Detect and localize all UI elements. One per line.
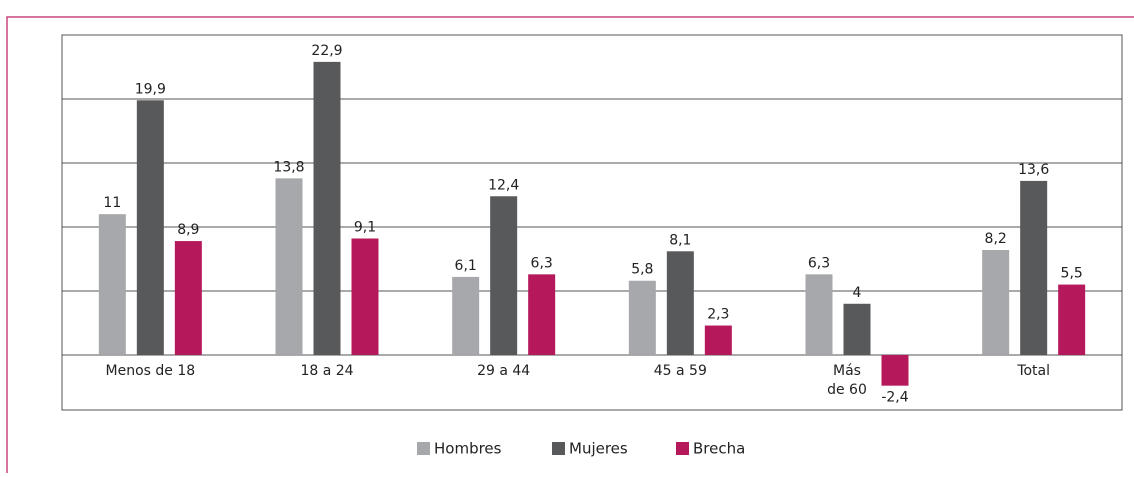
- bar: [528, 274, 556, 355]
- bar: [313, 61, 341, 355]
- x-tick-label: Menos de 18: [106, 363, 196, 379]
- bar: [881, 354, 909, 386]
- bar: [843, 303, 871, 355]
- legend-swatch: [552, 442, 565, 455]
- legend-label: Brecha: [693, 440, 745, 458]
- bar: [628, 280, 656, 355]
- bar: [666, 251, 694, 355]
- x-tick-label: Más: [833, 363, 861, 379]
- legend-swatch: [417, 442, 430, 455]
- value-label: 5,8: [631, 262, 653, 278]
- bar: [982, 250, 1010, 355]
- bar: [704, 325, 732, 355]
- bar: [275, 178, 303, 355]
- bar: [98, 214, 126, 355]
- value-label: 6,3: [531, 255, 553, 271]
- value-label: 22,9: [311, 43, 342, 59]
- value-label: 2,3: [707, 307, 729, 323]
- bar: [805, 274, 833, 355]
- value-label: 19,9: [135, 81, 166, 97]
- value-label: 9,1: [354, 219, 376, 235]
- value-label: 6,3: [808, 255, 830, 271]
- value-label: 12,4: [488, 177, 519, 193]
- bar: [490, 196, 518, 355]
- value-label: -2,4: [881, 390, 908, 406]
- legend-label: Hombres: [434, 440, 502, 458]
- x-tick-label: Total: [1016, 363, 1050, 379]
- bar: [136, 100, 164, 355]
- x-tick-label: 29 a 44: [477, 363, 530, 379]
- value-label: 6,1: [455, 258, 477, 274]
- bar: [452, 276, 480, 355]
- value-label: 4: [853, 285, 862, 301]
- bar: [351, 238, 379, 355]
- x-tick-label: de 60: [827, 382, 867, 398]
- value-label: 11: [103, 195, 121, 211]
- bar: [1020, 180, 1048, 355]
- value-label: 8,9: [177, 222, 199, 238]
- x-tick-label: 18 a 24: [300, 363, 353, 379]
- value-label: 8,1: [669, 232, 691, 248]
- value-label: 8,2: [985, 231, 1007, 247]
- frame: [6, 16, 1134, 473]
- value-label: 5,5: [1061, 266, 1083, 282]
- bar: [1058, 284, 1086, 355]
- legend-swatch: [676, 442, 689, 455]
- value-label: 13,6: [1018, 162, 1049, 178]
- bar: [174, 241, 202, 355]
- x-tick-label: 45 a 59: [654, 363, 707, 379]
- plot-frame: [61, 34, 1123, 411]
- legend-label: Mujeres: [569, 440, 628, 458]
- value-label: 13,8: [273, 159, 304, 175]
